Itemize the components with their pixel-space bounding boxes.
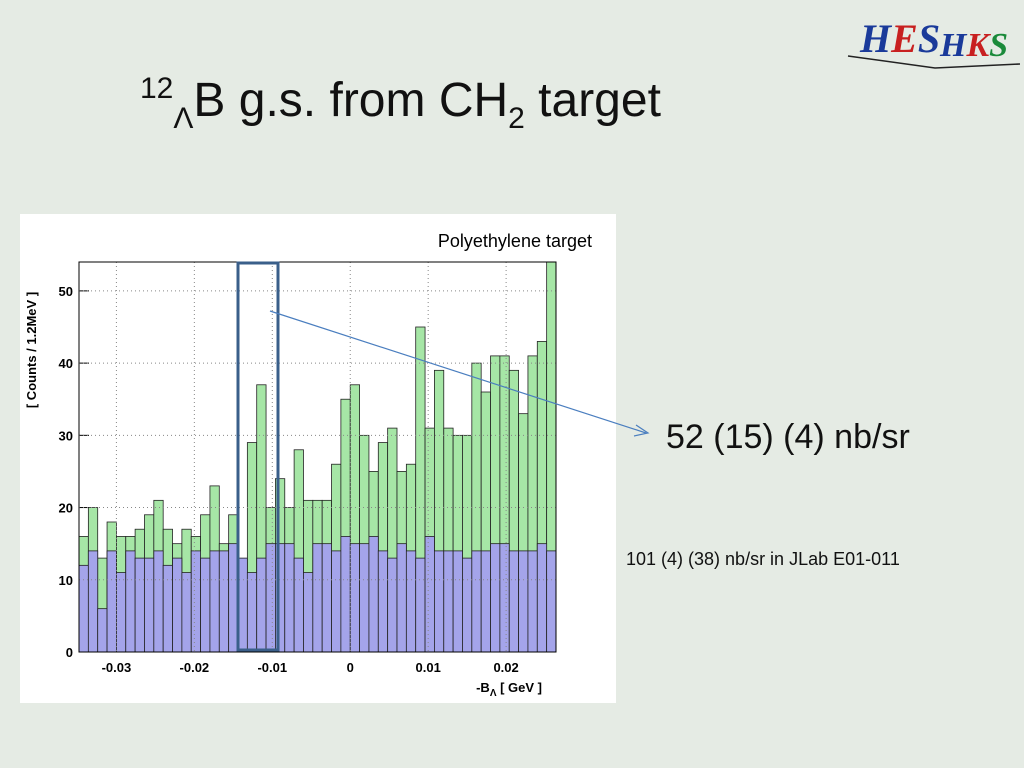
histogram-bar	[116, 572, 127, 653]
histogram-bar	[518, 550, 529, 653]
histogram-bar	[527, 550, 538, 653]
histogram-bar	[377, 550, 389, 653]
y-tick-label: 50	[59, 284, 73, 299]
histogram-bar	[396, 543, 407, 653]
histogram-bar	[106, 550, 117, 653]
histogram-bar	[424, 536, 435, 653]
histogram-bar	[87, 550, 99, 653]
histogram-bar	[293, 557, 304, 653]
histogram-bar	[256, 557, 267, 653]
histogram-bar	[134, 557, 145, 653]
histogram-bar	[97, 608, 108, 653]
histogram-bar	[340, 536, 351, 653]
histogram-bar	[462, 557, 473, 653]
histogram-bar	[312, 543, 323, 653]
histogram-bar	[209, 550, 220, 653]
logo-left: HES	[859, 16, 940, 61]
histogram-bar	[471, 550, 482, 653]
title-main: B g.s. from CH	[193, 74, 508, 127]
pointer-arrowhead	[633, 424, 650, 437]
histogram-bar	[331, 550, 342, 653]
logo-letter: S	[989, 27, 1008, 64]
histogram-bar	[368, 536, 379, 653]
histogram-bar	[144, 557, 155, 653]
histogram-bar	[443, 550, 454, 653]
x-tick-label: -0.02	[180, 660, 210, 675]
histogram-bar	[284, 543, 295, 653]
x-tick-label: 0.02	[493, 660, 518, 675]
histogram-bar	[415, 557, 426, 653]
histogram-bar	[536, 543, 548, 653]
logo-letter: K	[965, 27, 991, 64]
x-tick-label: -0.01	[257, 660, 287, 675]
histogram-bar	[480, 550, 491, 653]
title-sub: 2	[508, 102, 525, 135]
y-tick-label: 40	[59, 356, 73, 371]
histogram-bar	[181, 572, 192, 653]
histogram-bar	[349, 543, 360, 653]
histogram-bar	[321, 543, 332, 653]
histogram-bar	[162, 564, 173, 653]
logo-letter: H	[939, 27, 968, 64]
logo-letter: H	[859, 16, 893, 61]
x-axis-label: -BΛ [ GeV ]	[476, 680, 542, 699]
pointer-arrow	[269, 310, 647, 434]
histogram-bar	[218, 550, 230, 653]
histogram-bar	[265, 543, 276, 653]
x-tick-label: -0.03	[102, 660, 132, 675]
y-tick-label: 0	[66, 645, 73, 660]
histogram-bar	[172, 557, 183, 653]
logo: HES HKS	[847, 16, 1021, 69]
title-mass: 12	[140, 72, 173, 105]
histogram-bar	[153, 550, 164, 653]
histogram-bar	[78, 564, 89, 653]
histogram-bar	[405, 550, 417, 653]
y-axis-label: [ Counts / 1.2MeV ]	[24, 292, 39, 408]
result-text: 52 (15) (4) nb/sr	[666, 418, 910, 456]
reference-text: 101 (4) (38) nb/sr in JLab E01-011	[626, 549, 900, 569]
y-tick-label: 10	[59, 573, 73, 588]
slide-title: 12ΛB g.s. from CH2 target	[140, 72, 661, 135]
logo-letter: S	[918, 16, 940, 61]
histogram-bar	[490, 543, 501, 653]
plot-frame	[78, 261, 557, 653]
highlight-box	[236, 261, 280, 652]
title-tail: target	[525, 74, 661, 127]
histogram-bar	[246, 572, 258, 653]
logo-letter: E	[890, 16, 918, 61]
histogram-bar	[387, 557, 398, 653]
x-label-sub: Λ	[490, 688, 497, 699]
y-tick-label: 20	[59, 501, 73, 516]
title-hyperon: Λ	[173, 102, 193, 135]
y-tick-label: 30	[59, 428, 73, 443]
histogram-bar	[508, 550, 519, 653]
histogram-bar	[303, 572, 314, 653]
annotation: Polyethylene target	[438, 231, 592, 251]
logo-right: HKS	[939, 27, 1008, 64]
logo-arrow	[847, 55, 1021, 69]
histogram-bar	[452, 550, 463, 653]
histogram-bar	[434, 550, 445, 653]
histogram-bar	[499, 543, 510, 653]
x-tick-label: 0	[347, 660, 354, 675]
histogram-bar	[125, 550, 136, 653]
histogram-bar	[200, 557, 211, 653]
x-tick-label: 0.01	[416, 660, 441, 675]
histogram-bar	[190, 550, 201, 653]
histogram-bar	[359, 543, 370, 653]
histogram-bar	[546, 550, 557, 653]
plot: 0 10 20 30 40 50 -0.03 -0.02 -0.01 0 0.01 0.02	[59, 261, 650, 675]
x-label-main: -B	[476, 680, 490, 695]
x-label-unit: [ GeV ]	[496, 680, 542, 695]
